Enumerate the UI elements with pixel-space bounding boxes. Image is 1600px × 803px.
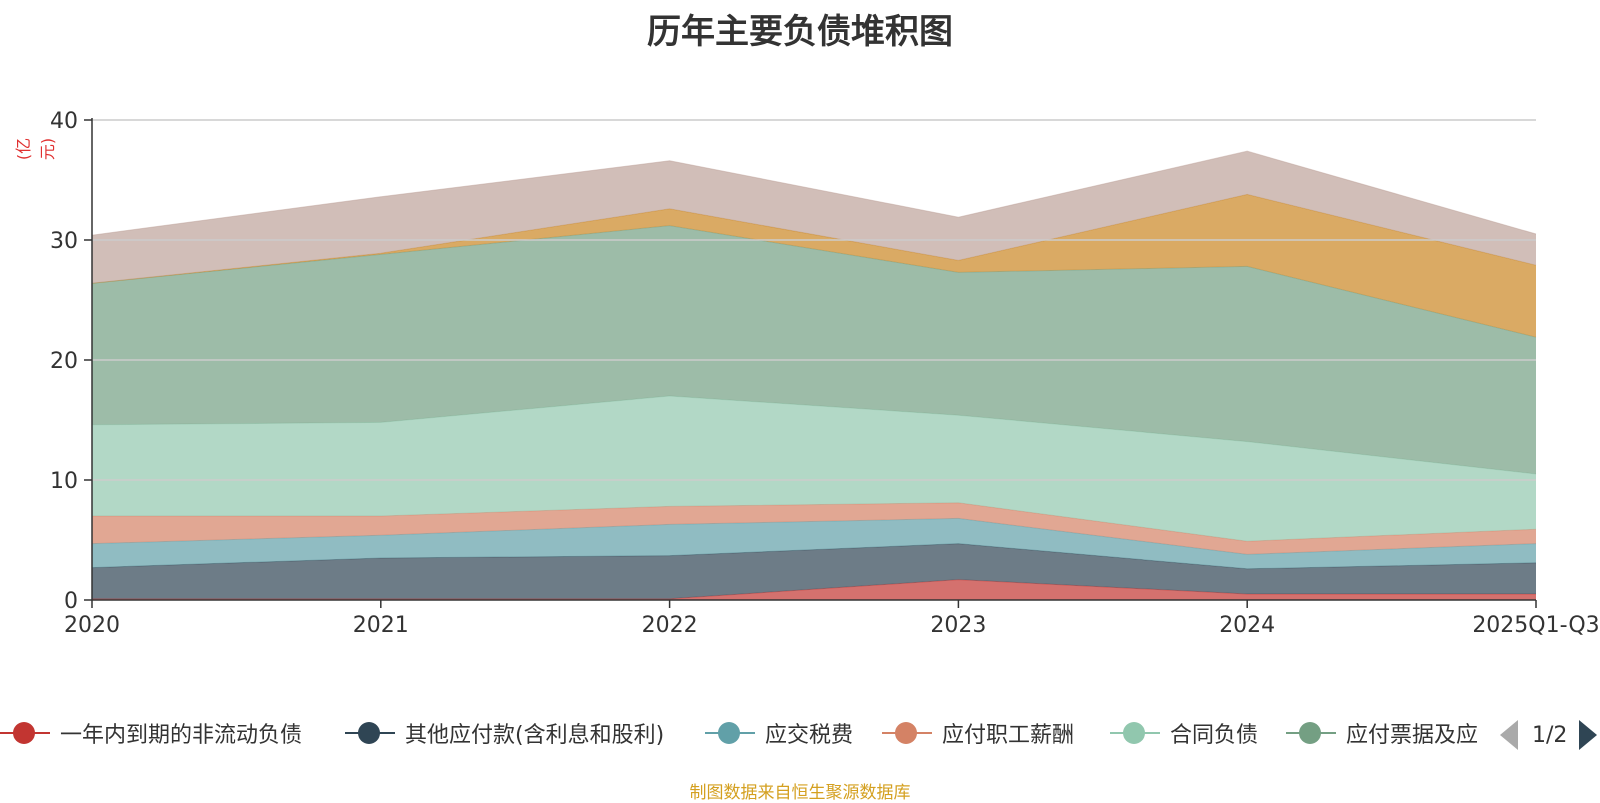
series-line-7: [91, 150, 1537, 236]
x-tick-label: 2021: [353, 613, 409, 638]
legend-item-other-payables[interactable]: 其他应付款(含利息和股利): [345, 718, 664, 748]
legend-pager: 1/2: [1500, 718, 1598, 752]
legend-marker-icon: [0, 718, 50, 748]
legend-item-contract-liabilities[interactable]: 合同负债: [1110, 718, 1258, 748]
legend-item-current-noncurrent-liabilities[interactable]: 一年内到期的非流动负债: [0, 718, 302, 748]
legend-marker-icon: [882, 718, 932, 748]
y-tick-label: 20: [50, 349, 78, 374]
next-page-icon[interactable]: [1579, 720, 1598, 750]
legend-page-indicator: 1/2: [1532, 722, 1568, 748]
legend-marker-icon: [345, 718, 395, 748]
series-area-5: [92, 225, 1536, 474]
legend-label: 一年内到期的非流动负债: [60, 723, 303, 748]
series-area-2: [92, 518, 1536, 569]
y-tick-label: 0: [64, 589, 78, 614]
x-tick-label: 2022: [642, 613, 698, 638]
y-tick-label: 10: [50, 469, 78, 494]
series-area-0: [92, 579, 1536, 600]
series-area-4: [92, 396, 1536, 542]
legend: 一年内到期的非流动负债 其他应付款(含利息和股利) 应交税费 应付职工薪酬 合同…: [0, 718, 1600, 748]
legend-marker-icon: [1110, 718, 1160, 748]
source-note: 制图数据来自恒生聚源数据库: [689, 783, 911, 803]
x-tick-label: 2023: [930, 613, 986, 638]
legend-marker-icon: [705, 718, 755, 748]
legend-item-notes-payable[interactable]: 应付票据及应: [1286, 718, 1478, 748]
legend-label: 合同负债: [1170, 723, 1259, 748]
chart-title: 历年主要负债堆积图: [647, 12, 953, 52]
series-area-7: [92, 151, 1536, 284]
legend-marker-icon: [1286, 718, 1336, 748]
series-area-1: [92, 543, 1536, 599]
x-tick-label: 2025Q1-Q3: [1472, 613, 1599, 638]
previous-page-icon[interactable]: [1500, 720, 1518, 750]
legend-label: 其他应付款(含利息和股利): [405, 723, 665, 748]
legend-item-employee-pay[interactable]: 应付职工薪酬: [882, 718, 1074, 748]
y-tick-label: 40: [50, 109, 78, 134]
series-area-6: [92, 194, 1536, 338]
y-tick-label: 30: [50, 229, 78, 254]
series-area-3: [92, 502, 1536, 555]
x-tick-label: 2020: [64, 613, 120, 638]
legend-label: 应交税费: [765, 723, 854, 748]
legend-item-taxes-payable[interactable]: 应交税费: [705, 718, 853, 748]
legend-label: 应付票据及应: [1346, 723, 1479, 748]
legend-label: 应付职工薪酬: [942, 723, 1075, 748]
x-tick-label: 2024: [1219, 613, 1275, 638]
